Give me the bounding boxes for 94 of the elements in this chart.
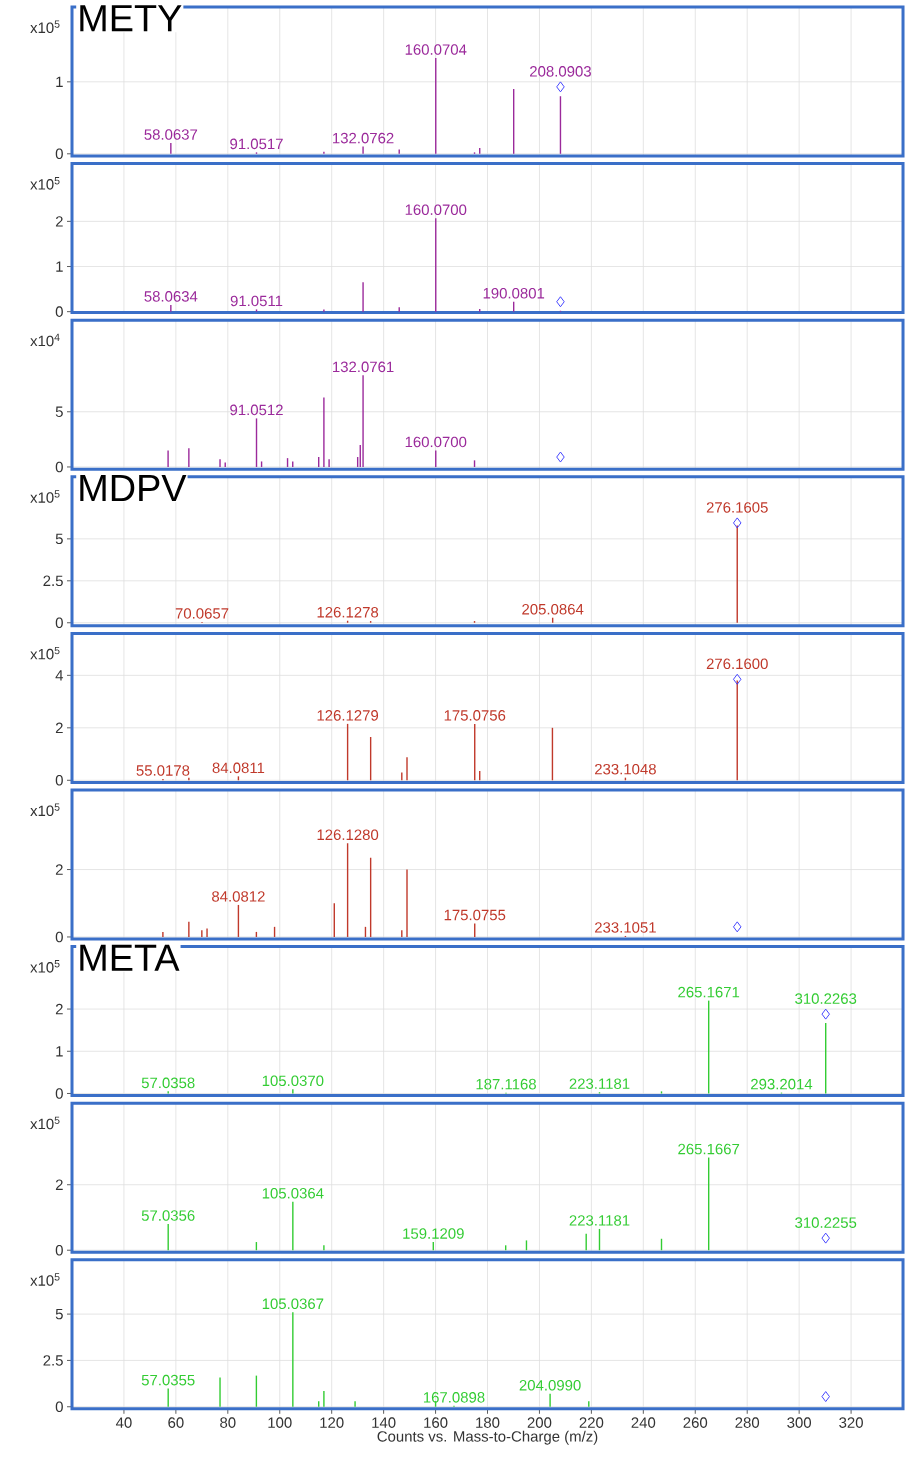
- annotation: 57.0356: [141, 1210, 195, 1221]
- annotation: 58.0637: [144, 129, 198, 140]
- y-tick-label: 2: [55, 216, 63, 227]
- y-tick-label: 2.5: [43, 1355, 63, 1366]
- y-tick-label: 2: [55, 1003, 63, 1015]
- y-tick-label: 2: [55, 722, 63, 734]
- annotation: 105.0370: [262, 1075, 324, 1087]
- x-tick-label: 320: [839, 1417, 863, 1428]
- y-axis-title: x10$^{5}$: [30, 490, 60, 503]
- y-axis-title: x10$^{5}$: [30, 960, 60, 973]
- y-tick-label: 2: [55, 1179, 63, 1190]
- y-axis-title: x10$^{5}$: [30, 20, 60, 34]
- x-tick-label: 120: [320, 1417, 344, 1428]
- x-tick-label: 200: [527, 1417, 552, 1428]
- y-tick-label: 0: [55, 931, 63, 943]
- annotation: 159.1209: [403, 1228, 464, 1239]
- annotation: 58.0634: [144, 291, 198, 302]
- y-axis-title: x10$^{5}$: [30, 177, 60, 190]
- annotation: 160.0700: [405, 204, 467, 215]
- x-tick-label: 220: [579, 1417, 604, 1428]
- x-tick-label: 100: [268, 1417, 292, 1428]
- x-tick-label: 180: [476, 1417, 500, 1428]
- y-axis-title: x10$^{5}$: [30, 646, 60, 660]
- y-tick-label: 5: [55, 1308, 63, 1320]
- annotation: 276.1605: [706, 502, 768, 513]
- y-tick-label: 0: [55, 148, 63, 160]
- x-tick-label: 80: [220, 1417, 236, 1428]
- annotation: 233.1048: [594, 763, 656, 775]
- x-tick-label: 240: [631, 1417, 656, 1428]
- annotation: 175.0755: [444, 909, 506, 921]
- annotation: 160.0704: [405, 44, 467, 55]
- annotation: 265.1667: [678, 1143, 740, 1155]
- x-tick-label: 300: [787, 1417, 812, 1428]
- annotation: 84.0811: [212, 762, 265, 774]
- x-tick-label: 60: [168, 1417, 184, 1428]
- y-tick-label: 0: [55, 461, 63, 473]
- annotation: 223.1181: [569, 1215, 630, 1226]
- annotation: 126.1280: [317, 829, 379, 841]
- annotation: 208.0903: [530, 66, 591, 77]
- y-axis-title: x10$^{5}$: [30, 1273, 60, 1286]
- annotation: 223.1181: [569, 1078, 630, 1090]
- annotation: 105.0364: [262, 1187, 324, 1199]
- annotation: 126.1278: [317, 606, 379, 618]
- annotation: 204.0990: [519, 1380, 581, 1391]
- annotation: 84.0812: [212, 891, 265, 902]
- annotation: 205.0864: [522, 603, 584, 615]
- annotation: 265.1671: [678, 986, 740, 998]
- x-tick-label: 140: [372, 1417, 396, 1428]
- annotation: 91.0511: [230, 295, 283, 307]
- annotation: 132.0761: [333, 361, 394, 373]
- annotation: 57.0355: [141, 1374, 195, 1386]
- annotation: 310.2255: [795, 1217, 857, 1228]
- y-tick-label: 1: [56, 76, 63, 87]
- y-axis-title: x10$^{5}$: [30, 1116, 60, 1130]
- chart-title: METY: [80, 5, 182, 32]
- y-tick-label: 0: [55, 617, 63, 629]
- annotation: 132.0762: [333, 132, 394, 144]
- x-axis-title: Counts vs. Mass-to-Charge (m/z): [377, 1430, 598, 1445]
- x-tick-label: 40: [115, 1417, 132, 1428]
- chart-title: META: [80, 944, 180, 971]
- y-tick-label: 0: [55, 1088, 63, 1099]
- y-axis-title: x10$^{5}$: [30, 803, 60, 817]
- annotation: 91.0517: [230, 138, 283, 150]
- y-tick-label: 5: [55, 533, 63, 545]
- y-tick-label: 0: [55, 1401, 63, 1413]
- y-axis-title: x10$^{4}$: [30, 333, 60, 347]
- x-tick-label: 280: [735, 1417, 760, 1428]
- annotation: 55.0178: [136, 765, 190, 776]
- annotation: 105.0367: [262, 1298, 324, 1310]
- y-tick-label: 0: [55, 774, 63, 786]
- annotation: 160.0700: [405, 436, 467, 448]
- annotation: 310.2263: [795, 993, 857, 1004]
- annotation: 276.1600: [706, 658, 768, 670]
- y-tick-label: 2.5: [43, 575, 63, 587]
- annotation: 175.0756: [444, 710, 506, 721]
- y-tick-label: 1: [56, 261, 63, 272]
- annotation: 91.0512: [230, 404, 283, 416]
- x-tick-label: 160: [424, 1417, 448, 1428]
- y-tick-label: 2: [55, 864, 63, 875]
- y-tick-label: 5: [55, 406, 63, 417]
- x-tick-label: 260: [683, 1417, 708, 1428]
- annotation: 126.1279: [317, 710, 379, 721]
- annotation: 70.0657: [175, 608, 229, 619]
- y-tick-label: 4: [55, 670, 64, 681]
- y-tick-label: 0: [55, 306, 63, 317]
- annotation: 167.0898: [423, 1392, 485, 1403]
- y-tick-label: 1: [56, 1046, 63, 1057]
- annotation: 187.1168: [476, 1078, 536, 1090]
- y-tick-label: 0: [55, 1244, 63, 1256]
- annotation: 190.0801: [483, 287, 545, 299]
- annotation: 233.1051: [594, 922, 656, 933]
- annotation: 57.0358: [141, 1077, 195, 1089]
- chart-title: MDPV: [80, 474, 187, 502]
- annotation: 293.2014: [751, 1078, 813, 1090]
